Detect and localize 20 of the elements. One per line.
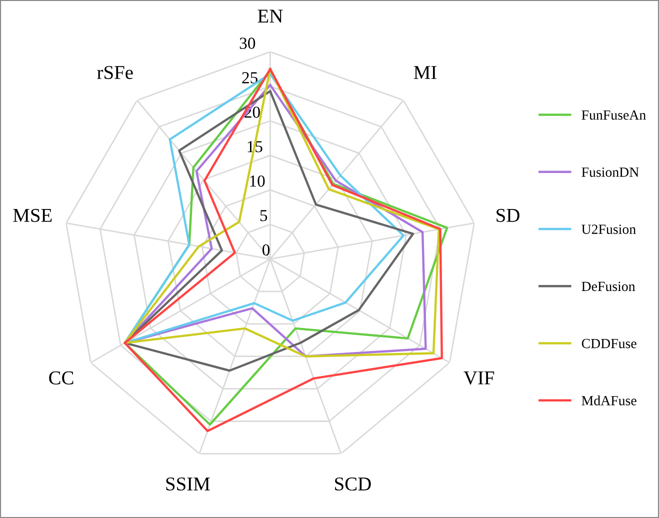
spoke-label: EN <box>258 10 283 22</box>
legend-label: FunFuseAn <box>582 110 646 120</box>
spoke-label: VIF <box>464 372 494 385</box>
y-tick-label: 25 <box>242 72 258 84</box>
y-tick-label: 5 <box>260 210 268 222</box>
spoke-label: SD <box>496 208 520 222</box>
legend-label: MdAFuse <box>582 396 636 406</box>
y-tick-label: 30 <box>240 38 256 49</box>
spoke-label: SSIM <box>166 477 210 491</box>
legend-label: CDDFuse <box>582 338 636 348</box>
y-tick-label: 0 <box>262 244 270 256</box>
spoke-label: SCD <box>335 477 371 491</box>
legend-label: DeFusion <box>582 282 636 292</box>
y-tick-label: 10 <box>250 175 265 187</box>
spoke-label: MI <box>414 66 436 79</box>
spoke-label: rSFe <box>97 66 133 80</box>
spoke-label: CC <box>49 371 74 384</box>
legend-label: U2Fusion <box>582 224 636 234</box>
legend-label: FusionDN <box>582 168 639 177</box>
spoke-label: MSE <box>13 208 52 222</box>
